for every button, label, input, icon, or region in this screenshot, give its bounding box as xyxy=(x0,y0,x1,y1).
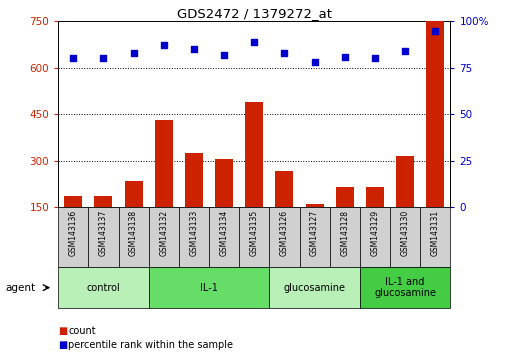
Text: GSM143127: GSM143127 xyxy=(310,210,319,256)
Bar xyxy=(395,156,413,207)
Bar xyxy=(94,196,112,207)
Text: GSM143126: GSM143126 xyxy=(279,210,288,256)
Point xyxy=(220,52,228,57)
Bar xyxy=(239,207,269,267)
Bar xyxy=(64,196,82,207)
Point xyxy=(69,56,77,61)
Bar xyxy=(155,120,173,207)
Bar xyxy=(419,207,449,267)
Text: count: count xyxy=(68,326,96,336)
Bar xyxy=(305,204,323,207)
Bar xyxy=(215,159,233,207)
Text: percentile rank within the sample: percentile rank within the sample xyxy=(68,340,233,350)
Bar xyxy=(389,207,419,267)
Point xyxy=(400,48,409,54)
Bar xyxy=(335,187,353,207)
Text: glucosamine: glucosamine xyxy=(283,282,345,293)
Point xyxy=(280,50,288,56)
Text: agent: agent xyxy=(5,282,35,293)
Text: GSM143136: GSM143136 xyxy=(69,210,78,256)
Bar xyxy=(178,207,209,267)
Bar xyxy=(118,207,148,267)
Point xyxy=(99,56,107,61)
Title: GDS2472 / 1379272_at: GDS2472 / 1379272_at xyxy=(176,7,331,20)
Bar xyxy=(299,207,329,267)
Bar xyxy=(269,207,299,267)
Bar xyxy=(124,181,142,207)
Point xyxy=(129,50,137,56)
Bar xyxy=(184,153,203,207)
Text: ■: ■ xyxy=(58,326,67,336)
Bar xyxy=(425,21,443,207)
Text: IL-1: IL-1 xyxy=(199,282,218,293)
Text: GSM143130: GSM143130 xyxy=(400,210,409,256)
Point xyxy=(310,59,318,65)
Point xyxy=(189,46,197,52)
Text: GSM143131: GSM143131 xyxy=(430,210,439,256)
Bar xyxy=(329,207,359,267)
Point xyxy=(250,39,258,45)
Bar xyxy=(359,267,449,308)
Text: GSM143128: GSM143128 xyxy=(339,210,348,256)
Text: GSM143138: GSM143138 xyxy=(129,210,138,256)
Bar xyxy=(148,267,269,308)
Bar xyxy=(148,207,178,267)
Text: IL-1 and
glucosamine: IL-1 and glucosamine xyxy=(373,277,435,298)
Bar xyxy=(359,207,389,267)
Bar xyxy=(269,267,359,308)
Text: GSM143135: GSM143135 xyxy=(249,210,258,256)
Text: control: control xyxy=(86,282,120,293)
Bar xyxy=(58,267,148,308)
Text: GSM143134: GSM143134 xyxy=(219,210,228,256)
Bar xyxy=(88,207,118,267)
Point xyxy=(340,54,348,59)
Point xyxy=(430,28,438,33)
Bar xyxy=(58,207,88,267)
Bar xyxy=(365,187,383,207)
Bar xyxy=(245,102,263,207)
Text: ■: ■ xyxy=(58,340,67,350)
Text: GSM143137: GSM143137 xyxy=(99,210,108,256)
Bar xyxy=(275,171,293,207)
Text: GSM143133: GSM143133 xyxy=(189,210,198,256)
Bar xyxy=(209,207,239,267)
Text: GSM143132: GSM143132 xyxy=(159,210,168,256)
Point xyxy=(370,56,378,61)
Text: GSM143129: GSM143129 xyxy=(370,210,379,256)
Point xyxy=(160,42,168,48)
